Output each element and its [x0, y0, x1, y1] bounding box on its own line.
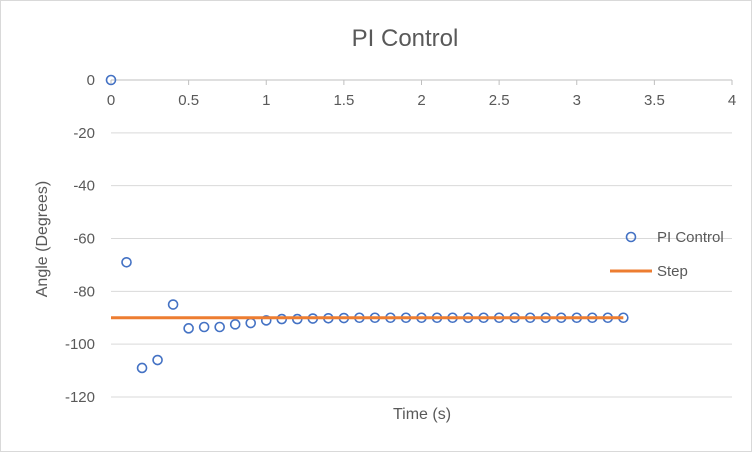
x-tick-label: 0: [107, 92, 115, 109]
y-tick-label: -100: [65, 336, 95, 353]
data-point: [260, 315, 272, 326]
data-point: [136, 362, 148, 374]
x-axis-title: Time (s): [393, 406, 451, 423]
data-point: [214, 321, 225, 333]
chart-title: PI Control: [352, 25, 459, 52]
x-tick-label: 3: [573, 92, 581, 109]
y-tick-label: -60: [73, 231, 95, 248]
data-point: [121, 256, 132, 268]
y-tick-label: 0: [87, 72, 95, 89]
plot-series: [105, 74, 629, 374]
x-tick-label: 0.5: [178, 92, 199, 109]
x-tick-label: 2: [417, 92, 425, 109]
data-point: [183, 323, 194, 334]
axes: 0 0.5 1 1.5 2 2.5 3 3.5 4 0 -20 -40 -60 -80 -100 -120: [65, 72, 736, 406]
y-tick-label: -20: [73, 125, 95, 142]
x-tick-label: 3.5: [644, 92, 665, 109]
x-tick-label: 4: [728, 92, 736, 109]
y-tick-label: -80: [73, 283, 95, 300]
y-tick-label: -40: [73, 178, 95, 195]
y-axis-title: Angle (Degrees): [34, 181, 51, 298]
grid-lines: [111, 132, 732, 398]
x-tick-label: 1.5: [333, 92, 354, 109]
data-point: [167, 299, 179, 310]
data-point: [229, 319, 241, 330]
legend: PI Control Step: [610, 229, 724, 280]
data-point: [105, 74, 117, 86]
y-tick-label: -120: [65, 389, 95, 406]
data-point: [152, 354, 163, 366]
data-point: [198, 321, 210, 333]
x-tick-label: 1: [262, 92, 270, 109]
legend-label: Step: [657, 263, 688, 280]
legend-label: PI Control: [657, 229, 724, 246]
x-tick-label: 2.5: [489, 92, 510, 109]
data-point: [245, 317, 257, 329]
legend-swatch-pi-control: [625, 231, 637, 243]
